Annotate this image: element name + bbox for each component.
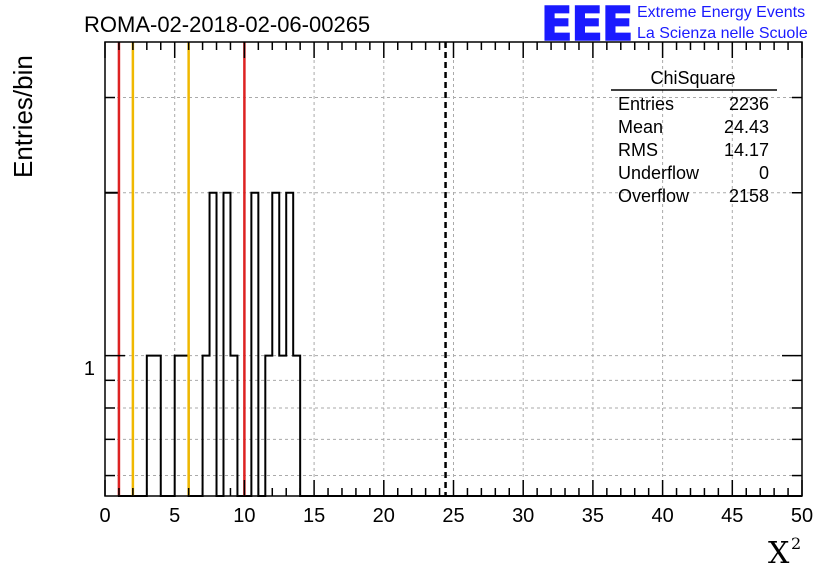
stats-label-mean: Mean (618, 117, 663, 137)
x-tick-label: 15 (303, 505, 325, 527)
x-tick-label: 20 (373, 505, 395, 527)
stats-value-mean: 24.43 (724, 117, 769, 137)
eee-logo: EEE (541, 0, 632, 51)
stats-value-rms: 14.17 (724, 140, 769, 160)
x-axis-label-superscript: 2 (791, 534, 801, 553)
stats-label-entries: Entries (618, 94, 674, 114)
y-axis-label: Entries/bin (8, 55, 38, 178)
x-tick-label: 25 (442, 505, 464, 527)
stats-value-underflow: 0 (759, 163, 769, 183)
x-tick-label: 35 (582, 505, 604, 527)
x-axis-label: X (768, 536, 790, 571)
stats-value-entries: 2236 (729, 94, 769, 114)
x-tick-label: 40 (651, 505, 673, 527)
stats-value-overflow: 2158 (729, 186, 769, 206)
x-tick-label: 0 (99, 505, 110, 527)
stats-label-overflow: Overflow (618, 186, 690, 206)
logo-line-1: Extreme Energy Events (637, 4, 805, 21)
stats-label-rms: RMS (618, 140, 658, 160)
chart-title: ROMA-02-2018-02-06-00265 (84, 12, 370, 37)
x-tick-labels: 0 5 10 15 20 25 30 35 40 45 50 (99, 505, 813, 527)
axis-ticks (104, 42, 803, 496)
reference-lines (117, 42, 447, 496)
x-tick-label: 10 (233, 505, 255, 527)
x-tick-label: 30 (512, 505, 534, 527)
x-tick-label: 5 (169, 505, 180, 527)
stats-box-title: ChiSquare (650, 68, 735, 88)
stats-label-underflow: Underflow (618, 163, 700, 183)
stats-box: ChiSquare Entries 2236 Mean 24.43 RMS 14… (611, 68, 777, 206)
x-tick-label: 45 (721, 505, 743, 527)
x-tick-label: 50 (791, 505, 813, 527)
logo-line-2: La Scienza nelle Scuole (637, 25, 808, 42)
y-tick-label: 1 (84, 358, 95, 380)
